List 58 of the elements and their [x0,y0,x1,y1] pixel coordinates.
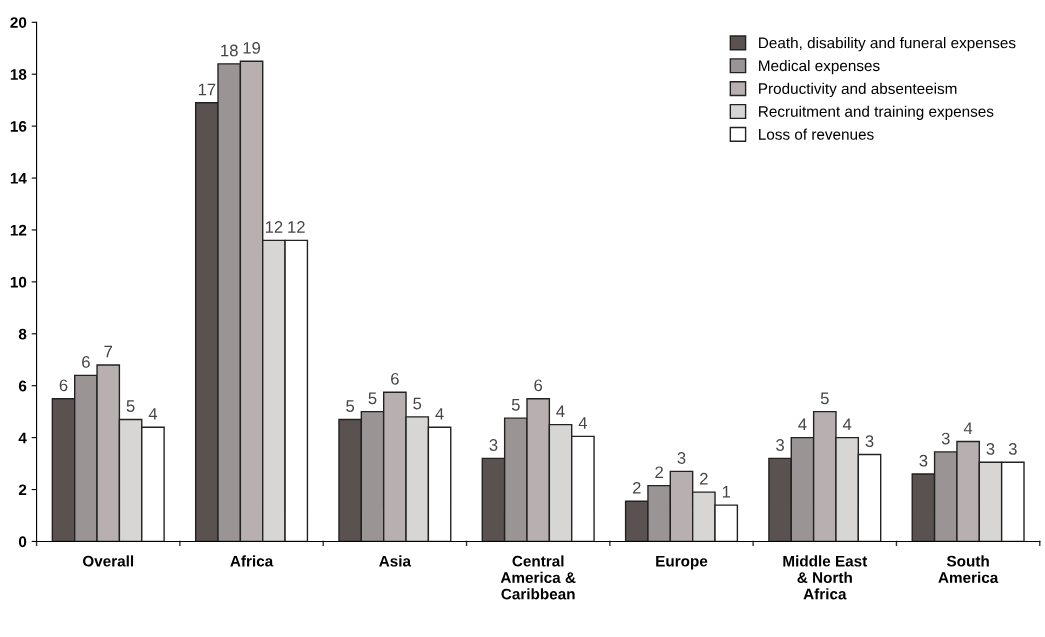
data-label: 3 [986,443,995,455]
data-label: 3 [489,439,498,451]
data-label: 5 [413,397,422,410]
data-label: 6 [534,379,543,392]
legend-label: Loss of revenues [759,128,874,140]
data-label: 5 [820,392,829,405]
data-label: 4 [798,418,807,430]
y-tick-label: 8 [18,328,27,340]
data-label: 3 [677,452,686,464]
data-label: 3 [919,454,928,467]
data-label: 5 [368,392,377,405]
data-label: 5 [346,400,355,412]
data-label: 3 [941,432,950,445]
x-tick-label: Overall [82,555,134,567]
data-label: 2 [700,472,708,485]
data-label: 12 [288,221,305,233]
legend-label: Recruitment and training expenses [759,105,994,120]
y-tick-label: 2 [18,484,27,496]
data-label: 4 [556,405,565,418]
y-tick-label: 10 [10,276,27,288]
x-tick-label: Europe [656,555,708,570]
data-label: 4 [842,418,852,430]
x-tick-label: Central America & Caribbean [500,555,576,600]
data-label: 3 [1008,443,1017,455]
data-label: 6 [59,379,68,392]
data-label: 1 [722,486,731,498]
data-label: 19 [243,41,261,54]
y-tick-label: 4 [18,432,27,444]
y-tick-label: 18 [10,69,27,80]
data-label: 4 [148,408,158,420]
data-label: 7 [104,345,113,358]
data-label: 12 [265,221,283,233]
legend-label: Medical expenses [759,59,880,75]
y-tick-label: 20 [10,17,27,28]
legend-label: Death, disability and funeral expenses [759,37,1016,52]
data-label: 3 [776,439,784,451]
y-tick-label: 12 [10,224,27,236]
data-label: 2 [632,481,641,494]
data-label: 3 [865,435,874,448]
data-label: 18 [221,44,238,57]
y-tick-label: 16 [10,120,27,132]
data-label: 5 [126,400,135,412]
data-label: 2 [655,466,663,479]
data-label: 4 [435,408,444,420]
y-tick-label: 0 [18,536,27,548]
legend-label: Productivity and absenteeism [759,82,957,98]
data-label: 5 [511,399,520,411]
data-label: 17 [198,83,216,96]
y-tick-label: 14 [10,173,27,184]
data-label: 4 [578,417,588,429]
x-tick-label: Middle East & North Africa [783,555,868,600]
data-label: 6 [82,356,90,368]
y-tick-label: 6 [18,380,27,392]
data-label: 4 [963,422,973,434]
x-tick-label: South America [938,555,999,584]
data-label: 6 [391,372,399,385]
x-tick-label: Asia [379,555,412,567]
x-tick-label: Africa [230,555,274,567]
